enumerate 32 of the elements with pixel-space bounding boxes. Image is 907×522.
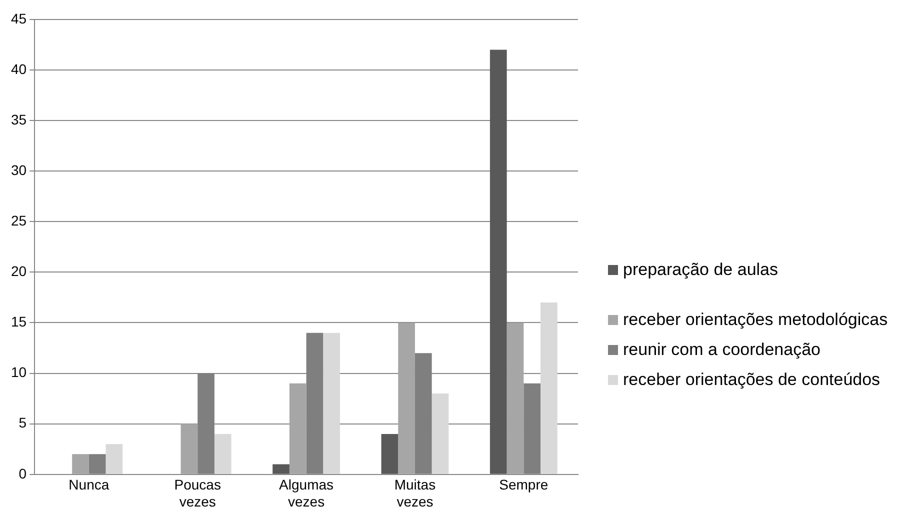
bar: [289, 383, 306, 474]
legend-label: receber orientações metodológicas: [623, 309, 888, 331]
x-tick-label: Muitas vezes: [394, 476, 436, 510]
bar: [272, 464, 290, 474]
bar: [432, 394, 449, 474]
y-tick-label: 20: [10, 263, 27, 280]
y-tick-label: 25: [10, 212, 27, 228]
bar: [180, 424, 198, 474]
bar: [323, 332, 340, 474]
legend-label: reunir com a coordenação: [623, 339, 821, 361]
y-tick-label: 5: [18, 414, 27, 431]
x-tick-label: Algumas vezes: [279, 476, 334, 510]
y-tick-label: 10: [10, 364, 27, 380]
bar: [106, 444, 123, 474]
x-tick-label: Poucas vezes: [174, 476, 221, 510]
bar: [381, 434, 398, 474]
y-tick-label: 30: [10, 162, 27, 178]
bar: [540, 302, 558, 474]
y-tick-label: 35: [10, 111, 27, 128]
bar: [214, 434, 232, 474]
y-tick-label: 0: [18, 465, 27, 482]
y-tick-label: 15: [10, 314, 27, 330]
x-tick-label: Nunca: [68, 476, 110, 493]
x-tick-label: Sempre: [499, 476, 548, 493]
y-tick-label: 45: [10, 10, 27, 26]
y-tick-label: 40: [10, 60, 27, 77]
bar: [490, 50, 507, 474]
legend-label: preparação de aulas: [623, 259, 778, 281]
legend-label: receber orientações de conteúdos: [623, 369, 880, 391]
bar: [72, 454, 89, 474]
bar: [398, 322, 415, 474]
bar: [506, 322, 524, 474]
